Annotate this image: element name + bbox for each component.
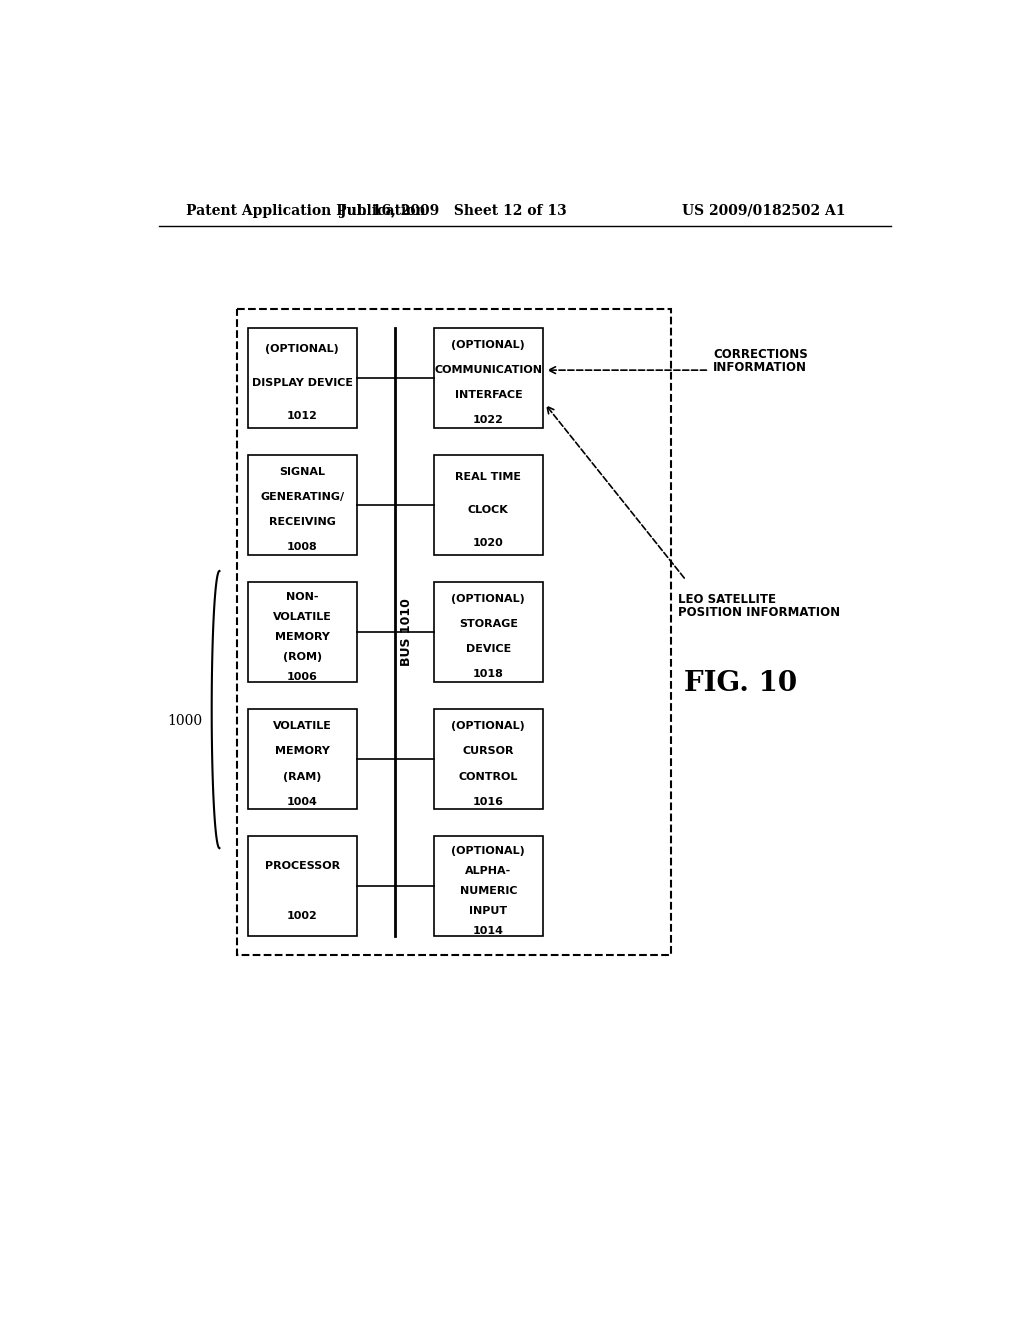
Text: (RAM): (RAM) — [284, 771, 322, 781]
Text: CONTROL: CONTROL — [459, 771, 518, 781]
Text: 1020: 1020 — [473, 539, 504, 548]
Text: STORAGE: STORAGE — [459, 619, 518, 630]
Text: 1006: 1006 — [287, 672, 317, 682]
Text: BUS 1010: BUS 1010 — [400, 598, 413, 665]
Text: 1000: 1000 — [167, 714, 203, 729]
Text: 1008: 1008 — [287, 543, 317, 553]
Bar — [237, 309, 671, 956]
Bar — [434, 836, 543, 936]
Text: INFORMATION: INFORMATION — [713, 362, 807, 375]
Bar — [434, 327, 543, 428]
Text: REAL TIME: REAL TIME — [456, 471, 521, 482]
Text: DISPLAY DEVICE: DISPLAY DEVICE — [252, 378, 353, 388]
Text: 1012: 1012 — [287, 412, 317, 421]
Text: 1004: 1004 — [287, 796, 317, 807]
Text: (ROM): (ROM) — [283, 652, 322, 661]
Text: PROCESSOR: PROCESSOR — [265, 861, 340, 871]
Text: US 2009/0182502 A1: US 2009/0182502 A1 — [682, 203, 845, 218]
Text: RECEIVING: RECEIVING — [269, 517, 336, 528]
Text: VOLATILE: VOLATILE — [273, 612, 332, 622]
Text: VOLATILE: VOLATILE — [273, 722, 332, 731]
Bar — [434, 582, 543, 682]
Text: 1016: 1016 — [473, 796, 504, 807]
Bar — [248, 709, 356, 809]
Text: ALPHA-: ALPHA- — [465, 866, 512, 876]
Text: DEVICE: DEVICE — [466, 644, 511, 655]
Text: NUMERIC: NUMERIC — [460, 886, 517, 896]
Text: FIG. 10: FIG. 10 — [684, 671, 797, 697]
Bar — [248, 455, 356, 554]
Text: MEMORY: MEMORY — [274, 632, 330, 642]
Text: POSITION INFORMATION: POSITION INFORMATION — [678, 606, 841, 619]
Text: INPUT: INPUT — [469, 906, 508, 916]
Text: Jul. 16, 2009   Sheet 12 of 13: Jul. 16, 2009 Sheet 12 of 13 — [340, 203, 567, 218]
Text: 1022: 1022 — [473, 416, 504, 425]
Text: Patent Application Publication: Patent Application Publication — [186, 203, 426, 218]
Text: (OPTIONAL): (OPTIONAL) — [452, 594, 525, 605]
Bar — [248, 327, 356, 428]
Bar — [434, 455, 543, 554]
Text: (OPTIONAL): (OPTIONAL) — [452, 722, 525, 731]
Text: MEMORY: MEMORY — [274, 747, 330, 756]
Text: CURSOR: CURSOR — [463, 747, 514, 756]
Text: CLOCK: CLOCK — [468, 506, 509, 515]
Text: (OPTIONAL): (OPTIONAL) — [452, 341, 525, 350]
Text: LEO SATELLITE: LEO SATELLITE — [678, 593, 776, 606]
Bar — [434, 709, 543, 809]
Bar — [248, 836, 356, 936]
Text: CORRECTIONS: CORRECTIONS — [713, 348, 808, 362]
Bar — [248, 582, 356, 682]
Text: 1018: 1018 — [473, 669, 504, 680]
Text: (OPTIONAL): (OPTIONAL) — [452, 846, 525, 855]
Text: COMMUNICATION: COMMUNICATION — [434, 366, 543, 375]
Text: 1014: 1014 — [473, 927, 504, 936]
Text: NON-: NON- — [286, 591, 318, 602]
Text: INTERFACE: INTERFACE — [455, 391, 522, 400]
Text: GENERATING/: GENERATING/ — [260, 492, 344, 503]
Text: (OPTIONAL): (OPTIONAL) — [265, 345, 339, 355]
Text: 1002: 1002 — [287, 911, 317, 921]
Text: SIGNAL: SIGNAL — [280, 467, 326, 478]
